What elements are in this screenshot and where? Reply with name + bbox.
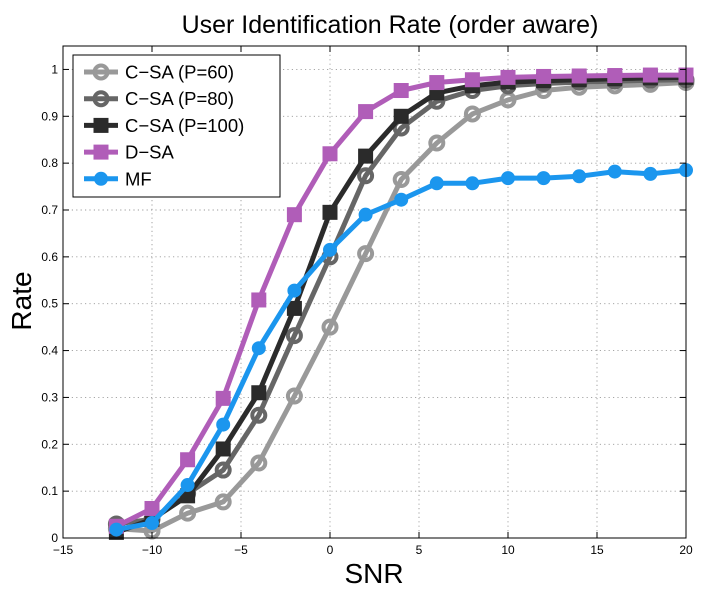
data-point [357, 245, 375, 263]
data-point [642, 67, 658, 83]
axis-ticks: −15 −10 −5 0 5 10 15 20 0 0.1 0.2 0.3 0.4 0.5 0.6 0.7 0.… [41, 46, 693, 557]
series-layer [107, 67, 695, 540]
legend-label: C−SA (P=80) [125, 88, 234, 109]
x-tick-label: −15 [53, 543, 74, 557]
data-point [393, 108, 409, 124]
legend-entry: C−SA (P=80) [84, 88, 234, 109]
data-point [607, 164, 622, 179]
data-point [536, 68, 552, 84]
data-point [145, 516, 159, 531]
data-point [643, 166, 658, 181]
y-tick-label: 0 [51, 531, 58, 545]
data-point [286, 300, 302, 316]
data-point [321, 318, 339, 336]
series-5 [109, 163, 693, 537]
data-point [251, 292, 267, 308]
x-tick-label: 0 [327, 543, 334, 557]
data-point [429, 75, 445, 91]
data-point [216, 417, 231, 432]
chart-title: User Identification Rate (order aware) [182, 11, 599, 39]
data-point [215, 441, 231, 457]
data-point [144, 500, 160, 516]
data-point [287, 283, 302, 298]
data-point [358, 207, 373, 222]
data-point [500, 69, 516, 85]
data-point [286, 207, 302, 223]
data-point [215, 390, 231, 406]
series-line [113, 80, 689, 534]
data-point [358, 148, 374, 164]
data-point [357, 167, 375, 185]
legend-swatch-marker [92, 63, 110, 81]
y-axis-label: Rate [6, 271, 37, 330]
data-point [358, 104, 374, 120]
data-point [572, 169, 587, 184]
data-point [607, 68, 623, 84]
data-point [250, 454, 268, 472]
data-point [428, 134, 446, 152]
data-point [322, 204, 338, 220]
y-tick-label: 0.5 [41, 297, 58, 311]
x-tick-label: 10 [501, 543, 515, 557]
legend-label: MF [125, 168, 152, 189]
x-tick-label: 20 [679, 543, 693, 557]
data-point [393, 83, 409, 99]
data-point [429, 176, 444, 191]
legend-entry: MF [84, 168, 152, 189]
y-tick-label: 1 [51, 62, 58, 76]
grid [63, 46, 686, 538]
data-point [392, 171, 410, 189]
data-point [214, 461, 232, 479]
data-point [285, 327, 303, 345]
legend: C−SA (P=60) C−SA (P=80) C−SA (P=100) D−SA MF [72, 54, 281, 198]
y-tick-label: 0.7 [41, 203, 58, 217]
y-tick-label: 0.4 [41, 344, 58, 358]
x-tick-label: −10 [142, 543, 163, 557]
x-tick-label: 15 [590, 543, 604, 557]
data-point [465, 176, 480, 191]
data-point [394, 192, 409, 207]
data-point [251, 341, 266, 356]
legend-label: D−SA [125, 142, 175, 163]
legend-swatch-marker [92, 90, 110, 108]
data-point [464, 72, 480, 88]
data-point [571, 68, 587, 84]
data-point [501, 171, 515, 186]
plot-frame [62, 45, 687, 539]
y-tick-label: 0.6 [41, 250, 58, 264]
y-tick-label: 0.1 [41, 484, 58, 498]
legend-entry: C−SA (P=100) [84, 115, 244, 136]
data-point [250, 406, 268, 424]
legend-label: C−SA (P=60) [125, 62, 234, 83]
data-point [109, 522, 124, 537]
data-point [536, 171, 551, 186]
data-point [251, 385, 267, 401]
y-tick-label: 0.9 [41, 109, 58, 123]
data-point [179, 504, 197, 522]
data-point [180, 452, 196, 468]
data-point [285, 387, 303, 405]
legend-swatch-marker [93, 144, 109, 160]
data-point [180, 478, 195, 493]
y-tick-label: 0.3 [41, 390, 58, 404]
legend-entry: C−SA (P=60) [84, 62, 234, 83]
data-point [214, 493, 232, 511]
x-tick-label: −5 [234, 543, 248, 557]
legend-entry: D−SA [84, 142, 175, 163]
legend-label: C−SA (P=100) [125, 115, 244, 136]
data-point [323, 242, 337, 257]
legend-swatch-marker [94, 171, 108, 186]
y-tick-label: 0.2 [41, 437, 58, 451]
y-tick-label: 0.8 [41, 156, 58, 170]
data-point [322, 146, 338, 162]
series-4 [108, 67, 694, 534]
data-point [463, 105, 481, 123]
x-tick-label: 5 [416, 543, 423, 557]
legend-swatch-marker [93, 117, 109, 133]
x-axis-label: SNR [344, 558, 403, 589]
